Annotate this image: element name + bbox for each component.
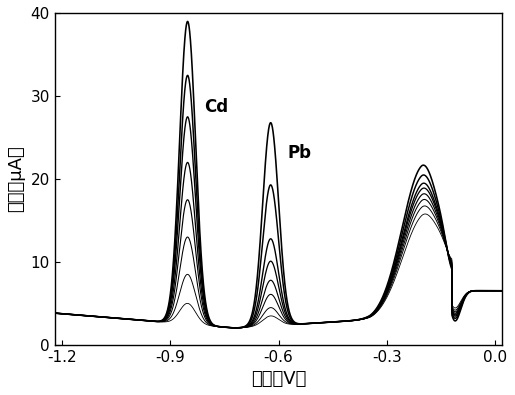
X-axis label: 电位（V）: 电位（V） bbox=[251, 370, 306, 388]
Y-axis label: 电流（μA）: 电流（μA） bbox=[7, 145, 25, 212]
Text: Cd: Cd bbox=[204, 98, 229, 117]
Text: Pb: Pb bbox=[287, 144, 312, 162]
